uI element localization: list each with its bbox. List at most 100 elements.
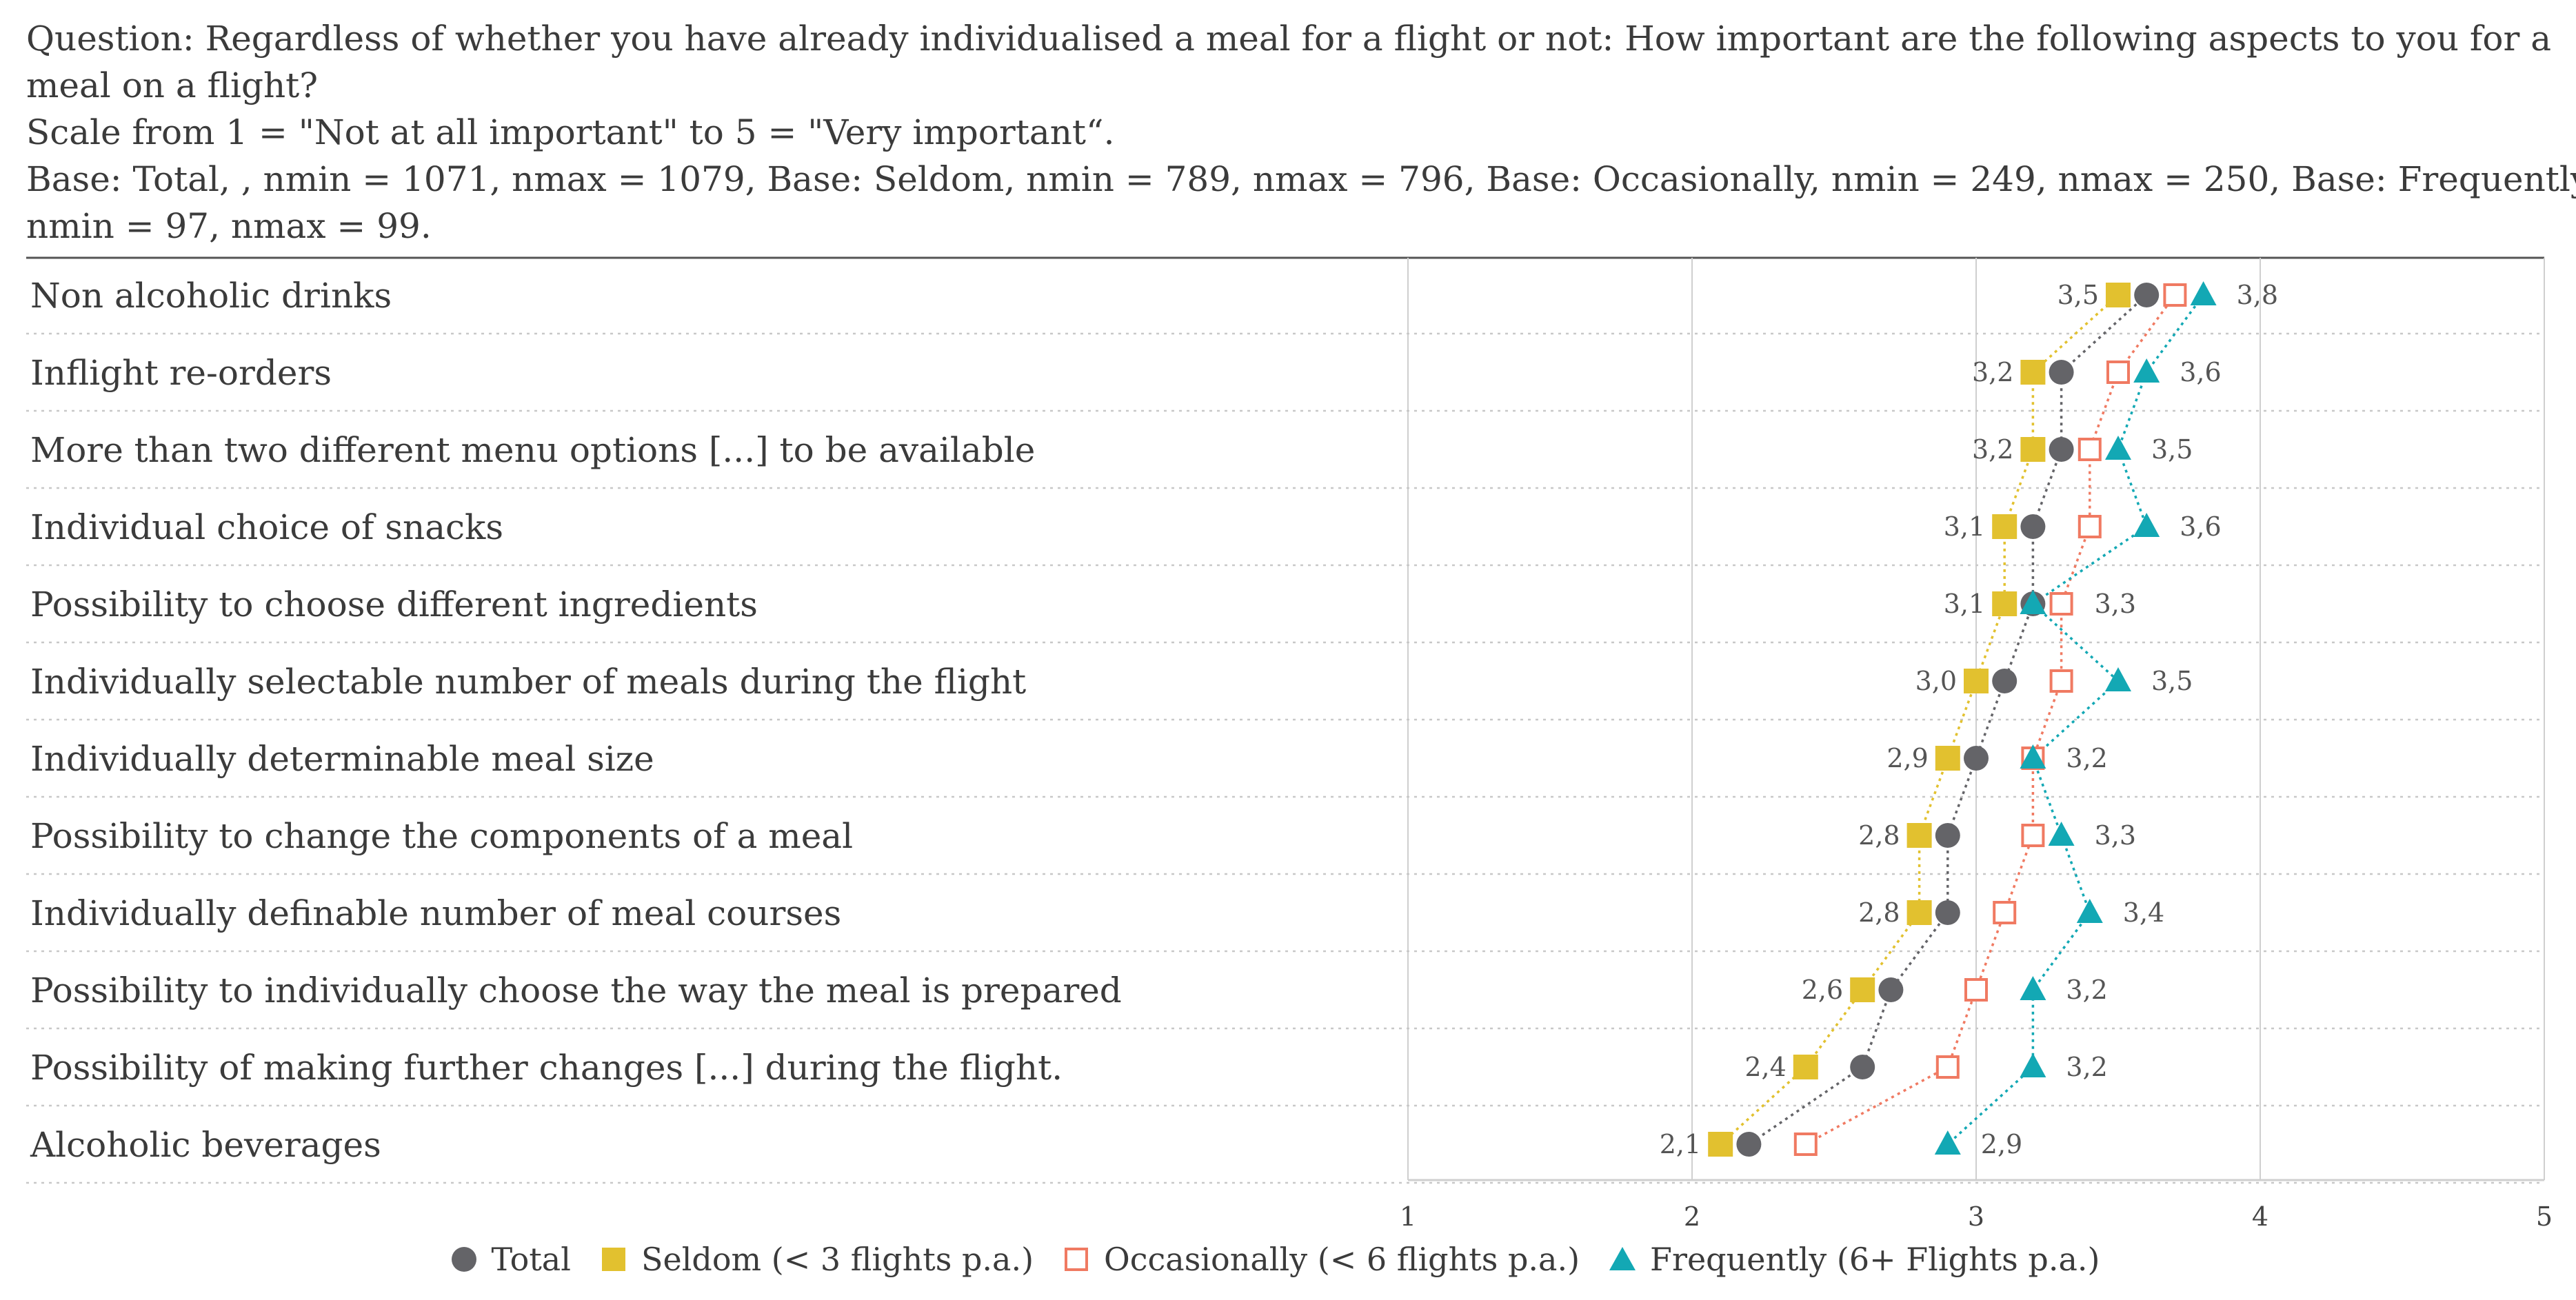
frequently-value-label: 3,2	[2066, 975, 2107, 1005]
frequently-value-label: 3,3	[2095, 820, 2136, 851]
occasionally-point	[2106, 360, 2130, 384]
triangle-marker-icon	[1609, 1247, 1636, 1270]
total-point	[2134, 283, 2160, 307]
frequently-point	[2133, 358, 2160, 383]
total-point	[2020, 514, 2046, 539]
total-point	[1935, 823, 1960, 848]
base-line-1: Base: Total, , nmin = 1071, nmax = 1079,…	[26, 159, 2576, 199]
scale-line: Scale from 1 = "Not at all important" to…	[26, 112, 1115, 152]
legend-label-seldom: Seldom (< 3 flights p.a.)	[641, 1241, 1034, 1278]
seldom-value-label: 3,2	[1972, 434, 2013, 465]
frequently-point	[2133, 513, 2160, 537]
frequently-point	[2105, 667, 2131, 691]
seldom-point	[1964, 669, 1989, 693]
category-label: Possibility to individually choose the w…	[30, 971, 1122, 1010]
frequently-point	[2048, 822, 2075, 846]
question-line-2: meal on a flight?	[26, 65, 319, 105]
category-label: Inflight re-orders	[30, 353, 332, 393]
category-label: Possibility to choose different ingredie…	[30, 585, 758, 624]
total-connector-line	[1748, 294, 2148, 1146]
occasionally-point	[2077, 438, 2102, 461]
frequently-point	[2020, 590, 2046, 614]
base-line-2: nmin = 97, nmax = 99.	[26, 206, 432, 246]
seldom-value-label: 3,1	[1944, 511, 1985, 542]
x-tick-label: 2	[1684, 1201, 1700, 1232]
seldom-value-label: 2,6	[1802, 975, 1843, 1005]
occasionally-point	[1793, 1133, 1818, 1156]
frequently-value-label: 3,4	[2123, 897, 2164, 928]
frequently-value-label: 3,6	[2180, 357, 2221, 387]
category-label: Individually selectable number of meals …	[30, 662, 1026, 702]
occasionally-connector-line	[1804, 294, 2176, 1146]
total-point	[2049, 360, 2074, 385]
seldom-point	[2106, 283, 2131, 307]
category-label: Alcoholic beverages	[30, 1125, 381, 1165]
x-tick-label: 5	[2536, 1201, 2553, 1232]
category-label: Non alcoholic drinks	[30, 276, 392, 316]
legend-item-occasionally: Occasionally (< 6 flights p.a.)	[1061, 1241, 1580, 1278]
legend-label-total: Total	[491, 1241, 571, 1278]
seldom-point	[1793, 1055, 1818, 1079]
frequently-value-label: 3,3	[2095, 589, 2136, 619]
seldom-point	[1708, 1132, 1733, 1157]
circle-marker-icon	[451, 1247, 476, 1272]
occasionally-point	[1935, 1055, 1960, 1079]
seldom-point	[1992, 514, 2017, 539]
total-point	[1964, 746, 1989, 771]
total-point	[1878, 977, 1904, 1002]
occasionally-point	[1993, 901, 2017, 924]
frequently-point	[2105, 436, 2131, 460]
question-header: Question: Regardless of whether you have…	[26, 15, 2576, 250]
x-tick-label: 4	[2252, 1201, 2268, 1232]
frequently-point	[2020, 976, 2046, 1000]
seldom-value-label: 3,2	[1972, 357, 2013, 387]
legend-item-frequently: Frequently (6+ Flights p.a.)	[1607, 1241, 2100, 1278]
frequently-value-label: 2,9	[1981, 1129, 2022, 1159]
legend-label-frequently: Frequently (6+ Flights p.a.)	[1650, 1241, 2100, 1278]
category-label: More than two different menu options [..…	[30, 430, 1035, 470]
total-point	[1850, 1055, 1875, 1079]
seldom-value-label: 3,1	[1944, 589, 1985, 619]
total-point	[1935, 900, 1960, 925]
seldom-point	[1992, 591, 2017, 616]
total-point	[1736, 1132, 1762, 1157]
occasionally-point	[1964, 978, 1988, 1002]
seldom-value-label: 2,4	[1744, 1052, 1786, 1082]
seldom-value-label: 3,0	[1915, 666, 1957, 696]
frequently-value-label: 3,2	[2066, 743, 2107, 773]
frequently-point	[2076, 899, 2103, 923]
category-label: Individually definable number of meal co…	[30, 893, 841, 933]
legend-label-occasionally: Occasionally (< 6 flights p.a.)	[1104, 1241, 1580, 1278]
seldom-point	[2020, 360, 2046, 385]
category-label: Individually determinable meal size	[30, 739, 654, 779]
seldom-value-label: 2,9	[1886, 743, 1928, 773]
frequently-value-label: 3,2	[2066, 1052, 2107, 1082]
occasionally-point	[2049, 669, 2073, 693]
legend-item-total: Total	[449, 1241, 571, 1278]
open-square-marker-icon	[1065, 1248, 1089, 1271]
category-label: Possibility of making further changes [.…	[30, 1048, 1063, 1088]
square-marker-icon	[601, 1248, 625, 1271]
occasionally-point	[2021, 824, 2045, 847]
occasionally-point	[2163, 283, 2187, 307]
total-point	[2049, 437, 2074, 462]
seldom-point	[1906, 823, 1932, 848]
occasionally-point	[2049, 592, 2073, 616]
frequently-point	[2020, 1053, 2046, 1077]
legend-item-seldom: Seldom (< 3 flights p.a.)	[598, 1241, 1034, 1278]
frequently-value-label: 3,5	[2151, 666, 2193, 696]
seldom-value-label: 2,1	[1660, 1129, 1701, 1159]
seldom-value-label: 2,8	[1858, 820, 1900, 851]
x-tick-label: 3	[1968, 1201, 1984, 1232]
category-label: Individual choice of snacks	[30, 507, 503, 547]
x-tick-label: 1	[1400, 1201, 1416, 1232]
occasionally-point	[2077, 515, 2102, 538]
seldom-point	[1906, 900, 1932, 925]
frequently-value-label: 3,5	[2151, 434, 2193, 465]
seldom-value-label: 3,5	[2057, 280, 2099, 310]
category-label: Possibility to change the components of …	[30, 816, 853, 856]
seldom-point	[1935, 746, 1960, 771]
seldom-connector-line	[1720, 294, 2120, 1146]
question-line-1: Question: Regardless of whether you have…	[26, 19, 2552, 59]
